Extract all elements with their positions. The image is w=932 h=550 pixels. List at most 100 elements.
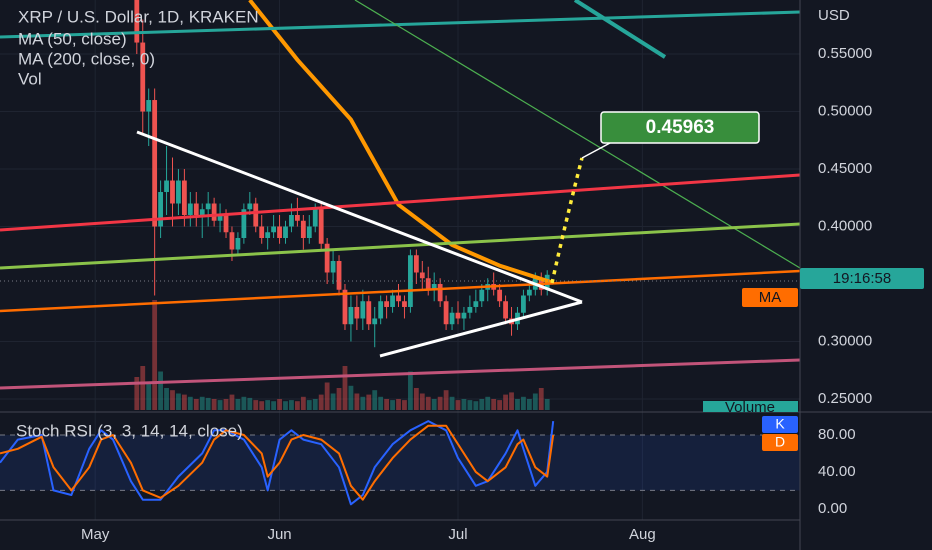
volume-bar <box>312 399 318 410</box>
projection <box>550 157 584 284</box>
volume-bar <box>390 400 395 410</box>
candle-body <box>265 232 271 238</box>
triangle-line <box>136 130 583 304</box>
candle-body <box>384 301 390 307</box>
volume-bar <box>354 393 360 410</box>
volume-bar <box>330 393 336 410</box>
y-tick-label: 0.30000 <box>818 332 872 349</box>
pane-title: Stoch RSI (3, 3, 14, 14, close) <box>16 421 243 440</box>
x-tick-label: Aug <box>629 526 656 543</box>
volume-bar <box>443 390 449 410</box>
candle-body <box>467 306 473 313</box>
candle-body <box>449 312 455 325</box>
volume-bar <box>372 390 378 410</box>
candle-body <box>497 289 503 302</box>
candle-body <box>431 283 437 290</box>
candle-body <box>277 226 282 238</box>
legend-label: K <box>775 416 785 432</box>
candle-body <box>330 260 336 273</box>
candle-body <box>259 226 265 238</box>
volume-bar <box>170 390 175 410</box>
volume-bar <box>176 393 181 410</box>
trend-line <box>0 10 801 39</box>
volume-bar <box>164 388 169 410</box>
y-tick-label: 0.50000 <box>818 102 872 119</box>
volume-bar <box>247 397 253 410</box>
marks <box>0 0 555 506</box>
candle-body <box>193 203 199 216</box>
callout-box <box>600 111 760 144</box>
candle-body <box>473 301 479 307</box>
candle-body <box>396 295 401 302</box>
volume-bar <box>146 382 152 410</box>
volume-bar <box>479 399 485 410</box>
candle-body <box>419 272 425 279</box>
candle-body <box>521 295 526 313</box>
ma-badge-text: MA <box>759 289 782 306</box>
trend-line <box>354 0 801 269</box>
candle-body <box>211 203 217 221</box>
candle-body <box>503 301 508 319</box>
candle-body <box>425 278 431 290</box>
y-tick-label: 0.25000 <box>818 390 872 407</box>
volume-bar <box>211 399 217 410</box>
volume-bar <box>217 400 223 410</box>
legend-item: MA (50, close) <box>18 29 127 48</box>
candle-body <box>324 243 330 273</box>
candle-body <box>205 203 211 210</box>
volume-bar <box>485 396 491 410</box>
volume-bar <box>408 371 413 410</box>
volume-bar <box>229 394 235 410</box>
candle-body <box>289 215 294 227</box>
band <box>0 434 800 491</box>
volume-bar <box>300 396 306 410</box>
candle-body <box>461 312 467 319</box>
volume-bar <box>378 396 384 410</box>
candle-body <box>354 306 360 319</box>
volume-bar <box>473 401 479 410</box>
candle-body <box>443 301 449 325</box>
y-tick-label: 0.55000 <box>818 45 872 62</box>
volume-bar <box>360 396 366 410</box>
y-tick-label: 40.00 <box>818 463 856 480</box>
countdown-box <box>800 268 924 289</box>
volume-bar <box>449 396 455 410</box>
candle-body <box>247 203 253 210</box>
series-line <box>0 424 555 501</box>
volume-bar <box>509 392 514 410</box>
trend-line <box>0 358 801 390</box>
series-line <box>0 420 555 506</box>
candle-body <box>146 100 152 112</box>
candle-body <box>217 215 223 221</box>
volume-bar <box>532 393 538 410</box>
candle-body <box>294 215 300 221</box>
candle-body <box>402 301 407 307</box>
candle-body <box>235 237 241 250</box>
candle-body <box>336 260 342 290</box>
volume-bar <box>241 396 247 410</box>
x-tick-label: May <box>81 526 110 543</box>
volume-bar <box>205 397 211 410</box>
volume-bar <box>402 400 407 410</box>
volume-badge-text: Volume <box>725 399 775 416</box>
y-tick-label: 0.00 <box>818 500 847 517</box>
volume-bar <box>271 401 277 410</box>
x-tick-label: Jun <box>267 526 291 543</box>
volume-bar <box>437 396 443 410</box>
legend-box <box>762 434 798 451</box>
volume-bar <box>425 396 431 410</box>
candle-body <box>526 289 532 296</box>
volume-bar <box>515 399 520 410</box>
volume-badge <box>703 401 798 412</box>
volume-bar <box>259 401 265 410</box>
volume-bar <box>348 385 354 410</box>
volume-bar <box>152 300 158 410</box>
volume-bar <box>294 401 300 410</box>
legend-box <box>762 416 798 433</box>
grid <box>0 0 800 520</box>
volume-bar <box>199 396 205 410</box>
candle-body <box>312 209 318 227</box>
volume-bar <box>324 382 330 410</box>
candle-body <box>318 209 324 244</box>
candle-body <box>152 100 158 227</box>
